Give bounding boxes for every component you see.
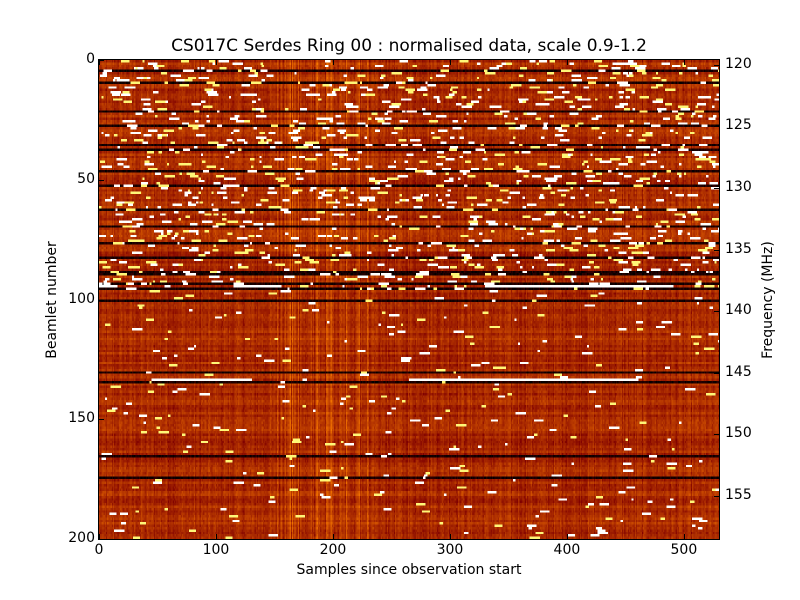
x-tick-label: 100 [202,542,230,558]
y-tick-mark [99,60,104,61]
y2-tick-mark [714,188,719,190]
x-tick-mark [99,60,100,65]
x-tick-mark [566,60,568,65]
x-tick-mark [215,534,217,539]
x-tick-label: 200 [319,542,347,558]
y2-tick-mark [714,249,719,251]
x-tick-label: 300 [436,542,464,558]
y-tick-mark [99,539,104,540]
y2-tick-label: 135 [725,240,752,257]
x-tick-label: 0 [94,542,104,558]
heatmap-image [99,60,719,539]
x-tick-mark [332,534,334,539]
y2-tick-mark [714,434,719,436]
x-tick-label: 400 [553,542,581,558]
x-tick-mark [683,534,685,539]
y2-tick-label: 150 [725,425,752,442]
y2-tick-label: 155 [725,486,752,503]
y2-axis-label: Frequency (MHz) [760,241,776,359]
y2-tick-label: 140 [725,302,752,319]
plot-area [99,60,719,539]
x-tick-mark [449,60,451,65]
y-tick-label: 150 [68,410,95,427]
y-axis-label: Beamlet number [44,241,60,359]
y-tick-label: 200 [68,530,95,546]
y2-tick-label: 130 [725,179,752,196]
x-tick-mark [215,60,217,65]
y-tick-mark [99,179,104,181]
y-tick-label: 100 [68,290,95,307]
y-tick-label: 0 [86,51,95,67]
x-tick-mark [99,534,100,539]
y2-tick-label: 125 [725,117,752,134]
y-tick-mark [99,419,104,421]
x-tick-mark [332,60,334,65]
plot-frame [98,59,720,540]
y-tick-label: 50 [77,170,95,187]
x-tick-mark [449,534,451,539]
x-tick-label: 500 [670,542,698,558]
y2-tick-mark [714,495,719,497]
y-tick-mark [99,299,104,301]
y2-tick-mark [714,372,719,374]
y2-tick-mark [714,126,719,128]
y2-tick-label: 145 [725,363,752,380]
y2-tick-mark [714,311,719,313]
x-tick-mark [683,60,685,65]
x-axis-label: Samples since observation start [296,562,522,578]
y2-tick-mark [714,64,719,66]
x-tick-mark [566,534,568,539]
y2-tick-label: 120 [725,55,752,72]
chart-title: CS017C Serdes Ring 00 : normalised data,… [171,36,647,56]
